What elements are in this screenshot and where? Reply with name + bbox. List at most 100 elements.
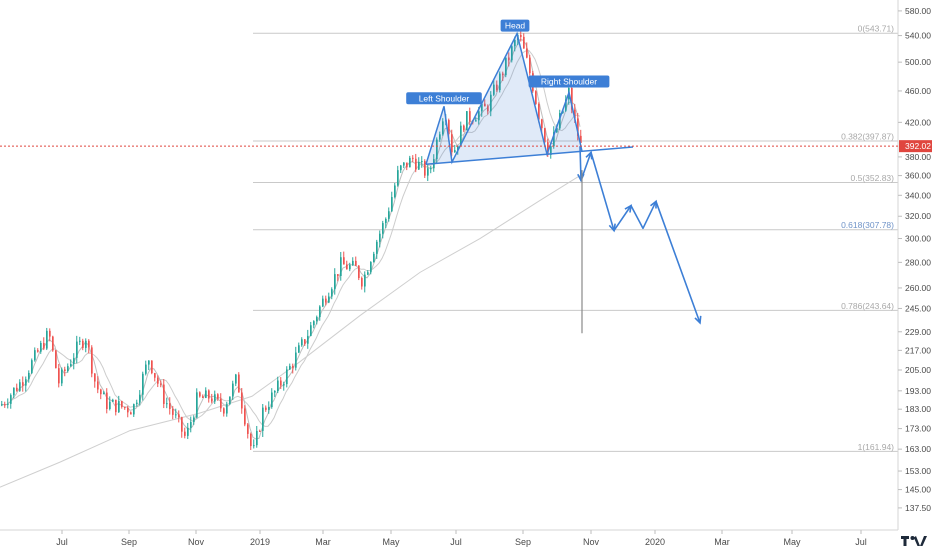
price-tick-label: 580.00 <box>905 6 931 16</box>
candle-body <box>124 406 126 408</box>
candle-body <box>37 350 39 352</box>
candle-body <box>349 265 351 270</box>
head-and-shoulders-pattern[interactable]: Left Shoulder Head Right Shoulder <box>406 19 634 166</box>
candle-body <box>535 91 537 105</box>
candle-body <box>421 161 423 163</box>
candle-body <box>520 35 522 37</box>
price-tick-label: 229.00 <box>905 327 931 337</box>
price-tick-label: 217.00 <box>905 345 931 355</box>
candle-body <box>409 157 411 168</box>
price-tick-label: 260.00 <box>905 283 931 293</box>
candle-body <box>502 73 504 76</box>
candle-body <box>274 390 276 393</box>
price-tick-label: 280.00 <box>905 257 931 267</box>
candle-body <box>469 111 471 122</box>
candle-body <box>301 339 303 346</box>
time-tick-label: Sep <box>515 537 531 547</box>
candle-body <box>16 387 18 391</box>
price-projection[interactable] <box>577 146 702 334</box>
candle-body <box>340 257 342 277</box>
time-tick-label: Sep <box>121 537 137 547</box>
candle-body <box>64 369 66 371</box>
candle-body <box>139 394 141 403</box>
time-tick-label: Jul <box>450 537 462 547</box>
candle-body <box>25 379 27 386</box>
candle-body <box>451 134 453 153</box>
candle-body <box>577 118 579 136</box>
candle-body <box>505 57 507 76</box>
candle-body <box>496 84 498 91</box>
candle-body <box>439 134 441 140</box>
candle-body <box>1 404 3 406</box>
candle-body <box>163 384 165 404</box>
candle-body <box>373 253 375 263</box>
projection-arrowhead <box>577 173 585 183</box>
candle-body <box>166 403 168 405</box>
candle-body <box>364 274 366 287</box>
candle-body <box>289 365 291 370</box>
candle-body <box>205 390 207 398</box>
projection-path[interactable] <box>579 146 701 324</box>
candle-body <box>406 162 408 168</box>
price-tick-label: 153.00 <box>905 466 931 476</box>
time-tick-label: 2019 <box>250 537 270 547</box>
projection-arrowhead <box>624 204 633 213</box>
candle-body <box>19 382 21 391</box>
candle-body <box>55 350 57 369</box>
candle-body <box>475 120 477 122</box>
candle-body <box>325 298 327 303</box>
candle-body <box>277 380 279 391</box>
fib-level-label: 0(543.71) <box>858 24 895 34</box>
time-axis[interactable]: Jul Sep Nov 2019 Mar May Jul Sep Nov 2020 Mar May Ju… <box>0 529 898 547</box>
candle-body <box>493 84 495 95</box>
candle-body <box>508 57 510 61</box>
candle-body <box>484 103 486 107</box>
candle-body <box>571 87 573 110</box>
candle-body <box>478 111 480 121</box>
candle-body <box>259 430 261 432</box>
candle-body <box>235 374 237 384</box>
candle-body <box>265 407 267 410</box>
projection-arrowhead <box>608 223 616 233</box>
pattern-label[interactable]: Left Shoulder <box>406 92 482 105</box>
candle-body <box>541 119 543 129</box>
candle-body <box>82 340 84 348</box>
candle-body <box>133 404 135 415</box>
candle-body <box>100 389 102 395</box>
time-tick-label: 2020 <box>645 537 665 547</box>
pattern-label[interactable]: Head <box>500 19 530 32</box>
candle-body <box>238 374 240 393</box>
fibonacci-retracement[interactable]: 0(543.71) 0.382(397.87) 0.5(352.83) 0.618(3… <box>253 24 898 452</box>
pattern-label[interactable]: Right Shoulder <box>528 75 610 88</box>
candle-body <box>172 409 174 415</box>
candle-body <box>97 381 99 390</box>
pattern-fill <box>426 33 582 165</box>
tradingview-logo-icon <box>899 534 929 548</box>
candle-body <box>127 407 129 413</box>
candle-body <box>538 104 540 120</box>
neckline[interactable] <box>425 146 634 166</box>
pattern-outline[interactable] <box>425 31 583 165</box>
candle-body <box>49 330 51 337</box>
candle-body <box>28 372 30 380</box>
candle-body <box>217 394 219 399</box>
candle-body <box>271 392 273 408</box>
candle-body <box>418 161 420 170</box>
price-axis[interactable]: 580.00 540.00 500.00 460.00 420.00 380.00 360.… <box>0 0 932 530</box>
candle-body <box>523 36 525 49</box>
candle-body <box>151 360 153 374</box>
time-tick-label: Jul <box>56 537 68 547</box>
candle-body <box>145 364 147 374</box>
candle-body <box>466 111 468 131</box>
candle-body <box>34 350 36 361</box>
pattern-label-text: Left Shoulder <box>419 93 470 103</box>
candle-body <box>88 340 90 348</box>
time-tick-label: May <box>382 537 400 547</box>
current-price-badge <box>899 140 932 153</box>
candle-body <box>529 57 531 74</box>
candle-body <box>112 399 114 402</box>
candle-body <box>412 157 414 159</box>
candle-body <box>379 233 381 242</box>
